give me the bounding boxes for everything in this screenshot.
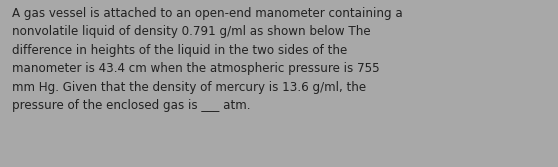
Text: A gas vessel is attached to an open-end manometer containing a
nonvolatile liqui: A gas vessel is attached to an open-end … bbox=[12, 7, 403, 112]
